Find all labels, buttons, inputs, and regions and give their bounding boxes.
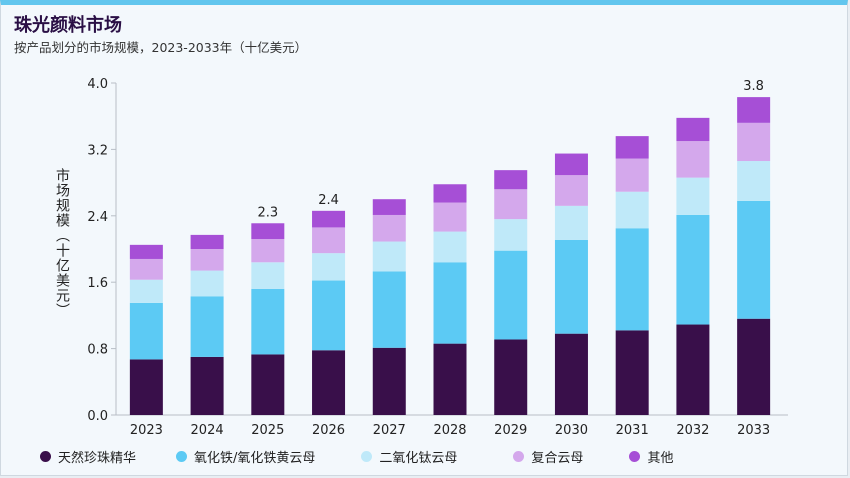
legend-marker-icon [629,451,641,462]
y-axis-label: 市场规模（十亿美元） [54,168,70,318]
bar-segment [554,153,588,176]
x-tick-label: 2028 [433,423,466,438]
bar-segment [129,258,163,280]
y-tick-label: 3.2 [87,143,108,158]
legend-marker-icon [176,451,188,462]
bar-segment [494,339,528,415]
legend-label: 天然珍珠精华 [58,451,137,466]
bar-segment [433,231,467,263]
bar-segment [190,270,224,297]
bar-segment [494,219,528,251]
bar-segment [372,347,406,415]
bar-segment [494,170,528,190]
bar-segment [737,97,771,123]
legend-item[interactable]: 其他 [629,447,673,466]
bar-segment [615,158,649,192]
x-tick-label: 2025 [251,423,284,438]
legend-marker-icon [513,451,525,462]
bar-segment [433,343,467,415]
bar-segment [251,354,285,415]
bar-segment [372,199,406,215]
legend-label: 其他 [647,451,674,466]
bar-segment [251,239,285,263]
x-tick-label: 2033 [737,423,770,438]
chart-subtitle: 按产品划分的市场规模，2023-2033年（十亿美元） [14,40,308,55]
data-label: 2.4 [318,193,339,208]
legend-marker-icon [361,451,373,462]
bar-segment [737,161,771,201]
bar-segment [372,241,406,272]
bar-segment [190,249,224,271]
x-tick-label: 2024 [191,423,224,438]
y-tick-label: 0.8 [87,343,108,358]
legend-label: 氧化铁/氧化铁黄云母 [194,451,316,466]
bar-segment [312,280,346,351]
bar-segment [676,214,710,325]
bar-segment [554,205,588,240]
bar-segment [312,210,346,228]
bar-segment [190,234,224,249]
bar-segment [554,333,588,415]
bar-segment [129,244,163,259]
bar-segment [676,117,710,142]
bar-segment [676,177,710,215]
bar-segment [433,262,467,344]
data-label: 3.8 [743,79,764,94]
bar-segment [129,302,163,360]
legend: 天然珍珠精华 氧化铁/氧化铁黄云母 二氧化钛云母 复合云母 其他 [40,447,673,466]
bar-segment [554,239,588,334]
data-label: 2.3 [257,205,278,220]
bar-segment [190,296,224,357]
bar-segment [190,356,224,415]
legend-label: 复合云母 [531,451,584,466]
y-tick-label: 0.0 [87,409,108,424]
x-tick-label: 2027 [373,423,406,438]
bar-segment [676,324,710,415]
x-tick-label: 2031 [616,423,649,438]
bar-segment [737,122,771,162]
bar-segment [433,184,467,203]
y-tick-label: 2.4 [87,210,108,225]
bar-segment [433,202,467,232]
legend-item[interactable]: 氧化铁/氧化铁黄云母 [176,447,315,466]
bar-segment [737,200,771,319]
bar-segment [615,228,649,331]
legend-item[interactable]: 复合云母 [513,447,583,466]
bar-segment [372,214,406,242]
bar-segment [251,223,285,240]
legend-item[interactable]: 天然珍珠精华 [40,447,136,466]
bar-segment [494,250,528,340]
bar-segment [737,318,771,415]
y-tick-label: 1.6 [87,276,108,291]
legend-item[interactable]: 二氧化钛云母 [361,447,457,466]
bar-segment [615,330,649,415]
x-tick-label: 2029 [494,423,527,438]
bar-segment [554,175,588,206]
bar-segment [251,262,285,289]
bar-segment [129,279,163,303]
bar-segment [615,191,649,229]
bar-segment [312,227,346,254]
bar-segment [312,350,346,415]
y-tick-label: 4.0 [87,77,108,92]
legend-marker-icon [40,451,51,462]
bar-segment [129,359,163,415]
bar-segment [676,141,710,178]
x-tick-label: 2023 [130,423,163,438]
x-tick-label: 2026 [312,423,345,438]
bar-segment [615,136,649,159]
bar-segment [251,288,285,355]
bar-segment [312,253,346,281]
x-tick-label: 2032 [676,423,709,438]
chart-title: 珠光颜料市场 [14,15,122,36]
x-tick-label: 2030 [555,423,588,438]
bar-segment [372,271,406,348]
bar-segment [494,189,528,220]
legend-label: 二氧化钛云母 [379,451,458,466]
